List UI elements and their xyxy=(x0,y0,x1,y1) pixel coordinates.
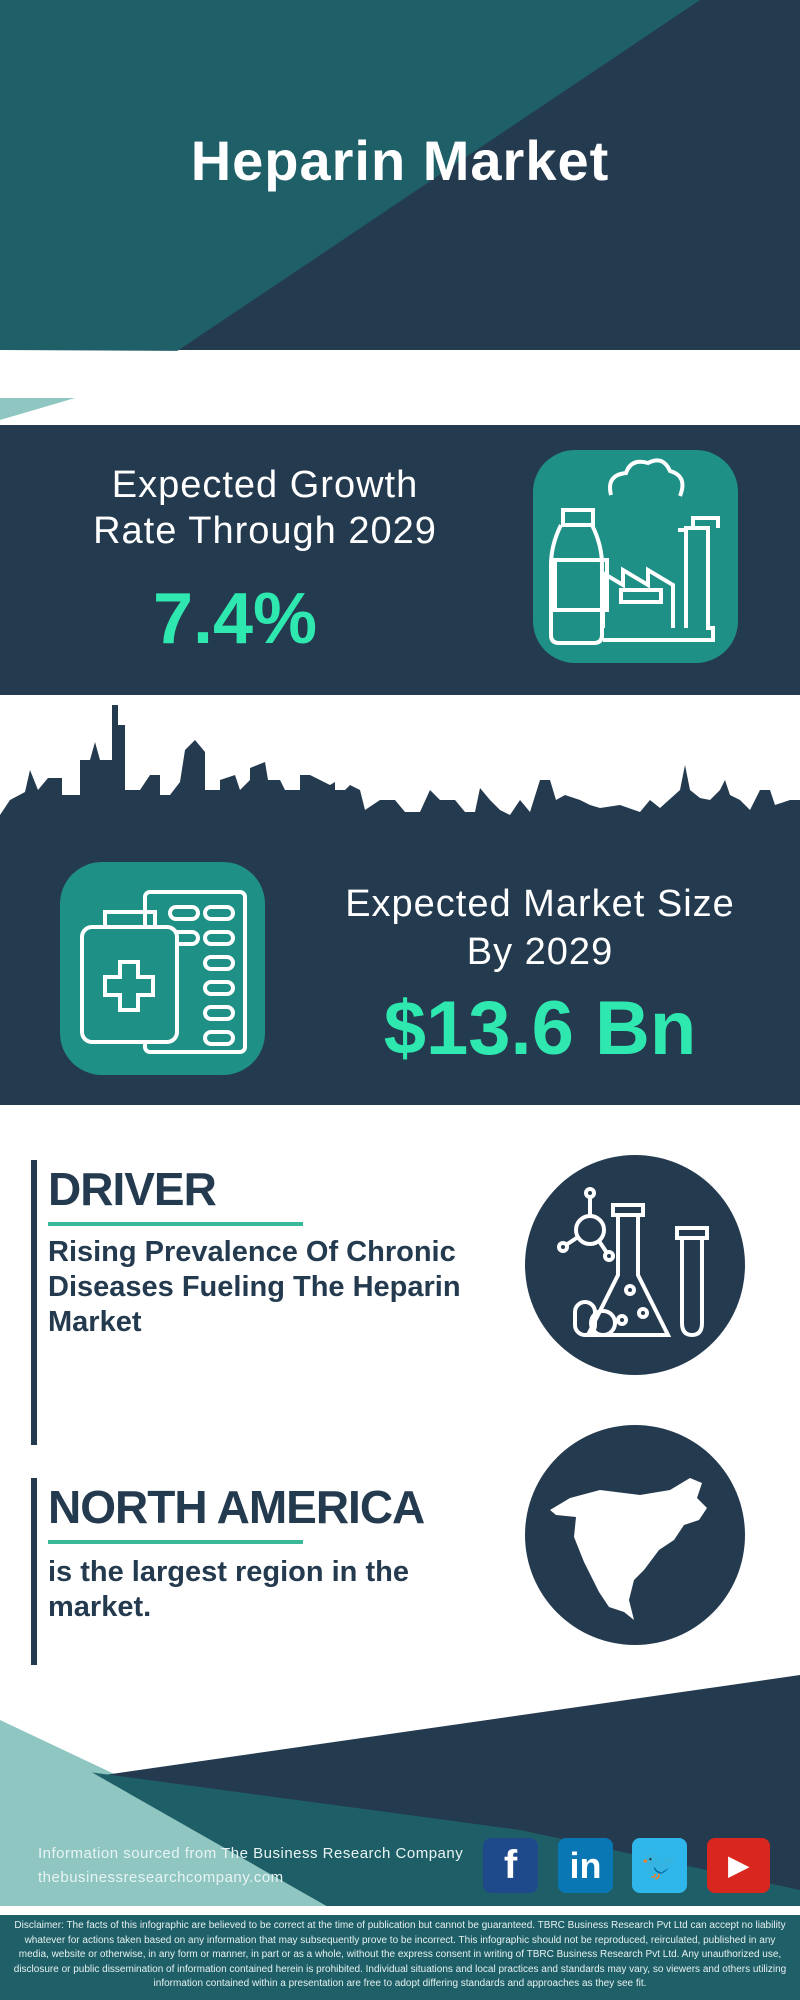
driver-heading: DRIVER xyxy=(48,1163,217,1215)
medicine-kit-pills-icon xyxy=(60,862,265,1075)
region-accent-bar xyxy=(31,1478,37,1665)
lab-flask-icon xyxy=(525,1155,745,1375)
website-link[interactable]: thebusinessresearchcompany.com xyxy=(38,1869,284,1886)
driver-underline xyxy=(48,1222,303,1226)
youtube-icon[interactable]: ▶ xyxy=(707,1838,770,1893)
driver-accent-bar xyxy=(31,1160,37,1445)
driver-text: Rising Prevalence Of Chronic Diseases Fu… xyxy=(48,1236,461,1338)
pharma-factory-icon xyxy=(533,450,738,663)
region-text: is the largest region in the market. xyxy=(48,1556,409,1623)
region-heading: NORTH AMERICA xyxy=(48,1481,425,1533)
disclaimer: Disclaimer: The facts of this infographi… xyxy=(0,1915,800,2000)
market-size-label: Expected Market Size By 2029 xyxy=(345,883,735,973)
twitter-icon[interactable]: 🐦 xyxy=(632,1838,687,1893)
page-title: Heparin Market xyxy=(190,129,610,192)
north-america-map-icon xyxy=(525,1425,745,1645)
growth-label: Expected Growth Rate Through 2029 xyxy=(93,464,437,552)
city-skyline xyxy=(0,705,800,845)
facebook-icon[interactable]: f xyxy=(483,1838,538,1893)
source-text: Information sourced from The Business Re… xyxy=(38,1845,464,1862)
growth-value: 7.4% xyxy=(152,579,318,659)
market-size-value: $13.6 Bn xyxy=(383,986,697,1071)
linkedin-icon[interactable]: in xyxy=(558,1838,613,1893)
region-underline xyxy=(48,1540,303,1544)
